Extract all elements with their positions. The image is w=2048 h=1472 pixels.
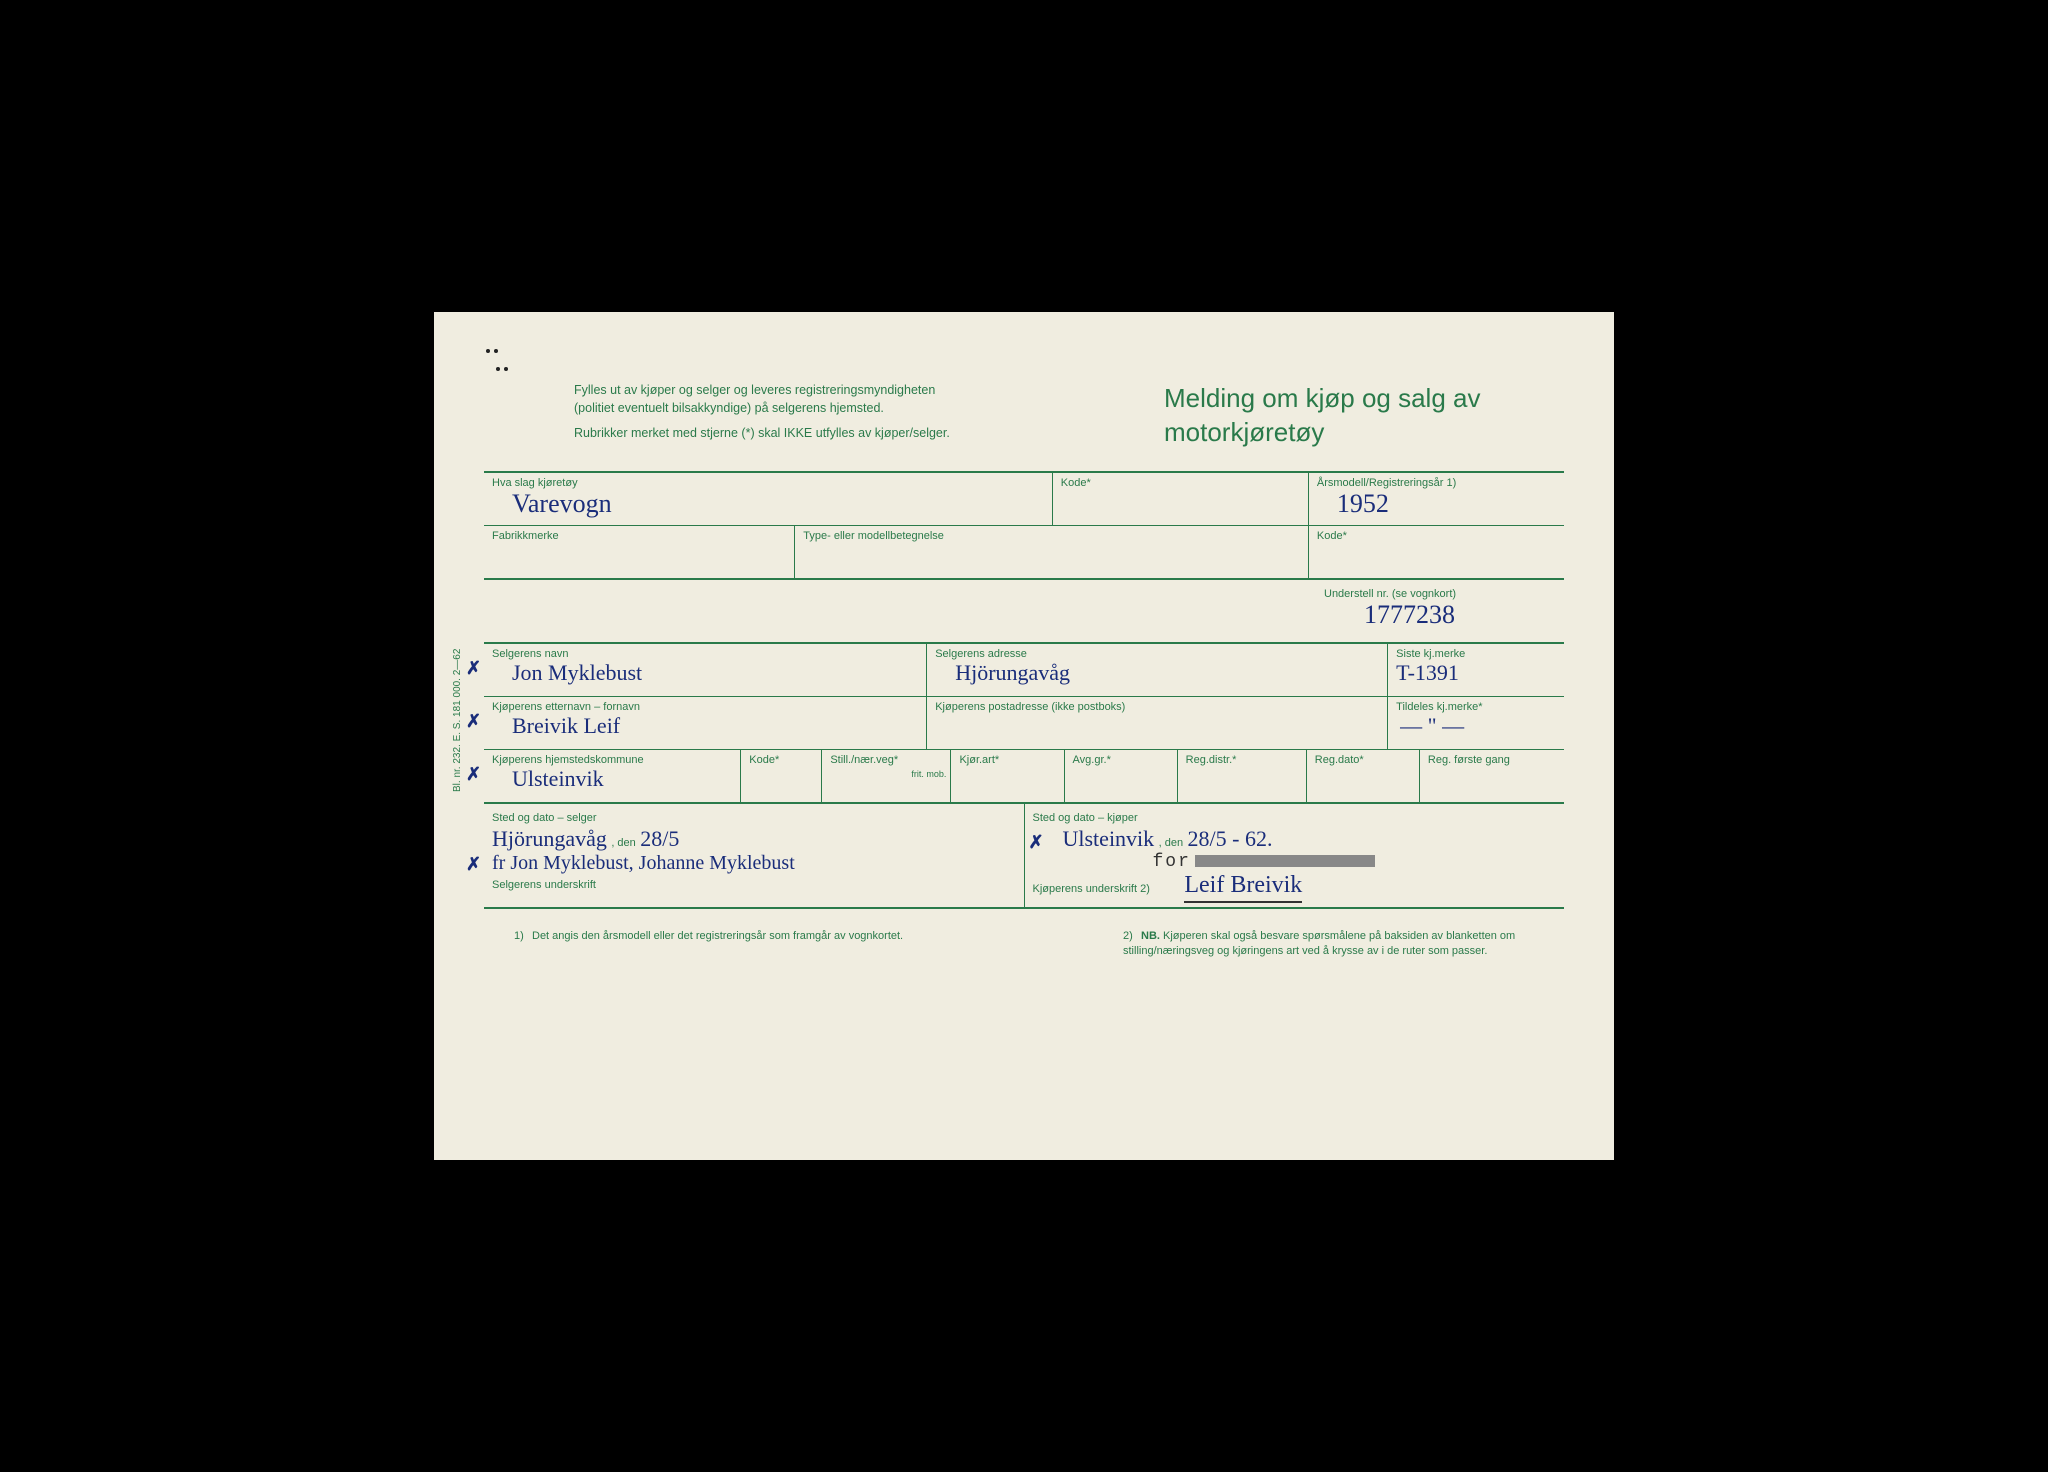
footnote-1: 1)Det angis den årsmodell eller det regi… (514, 929, 955, 960)
seller-name-value: Jon Myklebust (492, 660, 642, 685)
seller-sig-label: Selgerens underskrift (492, 879, 596, 891)
seller-place-label: Sted og dato – selger (492, 812, 597, 824)
kode2-label: Kode* (1317, 530, 1556, 542)
form-title: Melding om kjøp og salg av motorkjøretøy (1164, 382, 1564, 451)
form-page: Bl. nr. 232. E. S. 181 000. 2—62 Fylles … (434, 312, 1614, 1160)
buyer-name-value: Breivik Leif (492, 713, 620, 738)
buyer-name-label: Kjøperens etternavn – fornavn (492, 701, 918, 713)
year-model-label: Årsmodell/Registreringsår 1) (1317, 477, 1556, 489)
den-label-1: , den (611, 837, 635, 849)
buyer-signature: Leif Breivik (1184, 872, 1302, 903)
seller-addr-label: Selgerens adresse (935, 648, 1379, 660)
vehicle-type-value: Varevogn (492, 489, 612, 518)
last-plate-label: Siste kj.merke (1396, 648, 1556, 660)
vehicle-type-label: Hva slag kjøretøy (492, 477, 1044, 489)
footnote-1-text: Det angis den årsmodell eller det regist… (532, 930, 903, 942)
seller-name-label: Selgerens navn (492, 648, 918, 660)
footnote-2-text: Kjøperen skal også besvare spørsmålene p… (1123, 930, 1515, 957)
buyer-place-label: Sted og dato – kjøper (1033, 812, 1138, 824)
drive-type-label: Kjør.art* (959, 754, 1055, 766)
header: Fylles ut av kjøper og selger og leveres… (574, 382, 1564, 451)
reg-date-label: Reg.dato* (1315, 754, 1411, 766)
x-mark: ✗ (466, 854, 481, 875)
buyer-addr-label: Kjøperens postadresse (ikke postboks) (935, 701, 1379, 713)
x-mark: ✗ (1029, 832, 1044, 853)
buyer-date: 28/5 - 62. (1188, 826, 1273, 851)
x-mark: ✗ (466, 711, 481, 732)
chassis-value: 1777238 (1324, 600, 1455, 629)
occupation-sublabel: frit. mob. (911, 770, 946, 780)
chassis-label: Understell nr. (se vognkort) (1324, 588, 1556, 600)
kode3-label: Kode* (749, 754, 813, 766)
buyer-sig-label: Kjøperens underskrift 2) (1033, 883, 1150, 895)
for-text: for (1153, 852, 1191, 872)
redacted-area (1195, 855, 1375, 867)
footnote-2: 2)NB. Kjøperen skal også besvare spørsmå… (1123, 929, 1564, 960)
form-number-side: Bl. nr. 232. E. S. 181 000. 2—62 (452, 649, 463, 792)
avg-gr-label: Avg.gr.* (1073, 754, 1169, 766)
buyer-place: Ulsteinvik (1063, 826, 1155, 851)
last-plate-value: T-1391 (1396, 660, 1459, 685)
first-reg-label: Reg. første gang (1428, 754, 1556, 766)
x-mark: ✗ (466, 764, 481, 785)
seller-addr-value: Hjörungavåg (935, 660, 1070, 685)
instructions: Fylles ut av kjøper og selger og leveres… (574, 382, 954, 451)
type-model-label: Type- eller modellbetegnelse (803, 530, 1300, 542)
signature-row: ✗ Sted og dato – selger Hjörungavåg , de… (484, 803, 1564, 907)
seller-signature: fr Jon Myklebust, Johanne Myklebust (492, 852, 795, 874)
den-label-2: , den (1159, 837, 1183, 849)
parties-section: ✗ Selgerens navn Jon Myklebust Selgerens… (484, 642, 1564, 909)
instruction-para1: Fylles ut av kjøper og selger og leveres… (574, 382, 954, 417)
seller-place: Hjörungavåg (492, 826, 607, 851)
vehicle-section: Hva slag kjøretøy Varevogn Kode* Årsmode… (484, 471, 1564, 580)
seller-date: 28/5 (640, 826, 679, 851)
occupation-label: Still./nær.veg* (830, 754, 942, 766)
x-mark: ✗ (466, 658, 481, 679)
punch-holes (484, 342, 510, 378)
assigned-plate-value: — " — (1396, 713, 1464, 738)
year-model-value: 1952 (1317, 489, 1389, 518)
make-label: Fabrikkmerke (492, 530, 786, 542)
buyer-muni-label: Kjøperens hjemstedskommune (492, 754, 732, 766)
instruction-para2: Rubrikker merket med stjerne (*) skal IK… (574, 425, 954, 443)
footnote-2-lead: NB. (1141, 930, 1160, 942)
footnotes: 1)Det angis den årsmodell eller det regi… (514, 929, 1564, 960)
reg-distr-label: Reg.distr.* (1186, 754, 1298, 766)
kode1-label: Kode* (1061, 477, 1300, 489)
assigned-plate-label: Tildeles kj.merke* (1396, 701, 1556, 713)
buyer-muni-value: Ulsteinvik (492, 766, 604, 791)
